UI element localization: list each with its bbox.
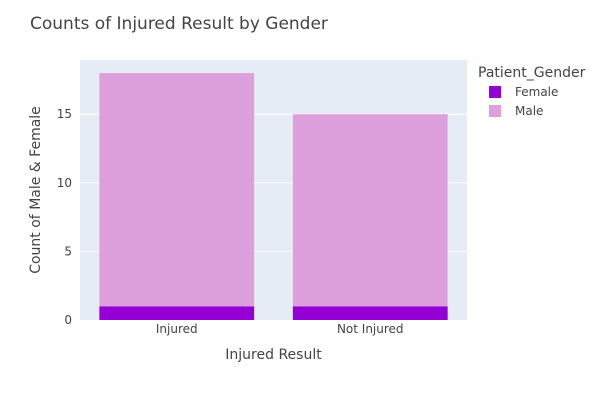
y-tick-label: 15 — [57, 107, 72, 121]
legend-item-female[interactable]: Female — [489, 85, 558, 99]
x-tick-label: Injured — [156, 322, 198, 336]
bar-male-not-injured[interactable] — [292, 114, 448, 307]
y-tick-label: 5 — [64, 244, 72, 258]
legend-label: Male — [515, 104, 543, 118]
y-axis-title: Count of Male & Female — [28, 106, 44, 274]
legend: Patient_Gender Female Male — [478, 65, 586, 118]
bar-female-injured[interactable] — [99, 306, 255, 320]
y-tick-label: 10 — [57, 176, 72, 190]
x-tick-label: Not Injured — [337, 322, 404, 336]
legend-title: Patient_Gender — [478, 65, 586, 81]
legend-items: Female Male — [489, 85, 558, 118]
bar-male-injured[interactable] — [99, 73, 255, 307]
legend-swatch — [489, 86, 501, 98]
chart-title: Counts of Injured Result by Gender — [30, 14, 328, 34]
bar-female-not-injured[interactable] — [292, 306, 448, 320]
x-axis-title: Injured Result — [225, 347, 322, 363]
legend-swatch — [489, 105, 501, 117]
bars — [99, 73, 448, 320]
legend-label: Female — [515, 85, 558, 99]
y-axis-ticks: 0 5 10 15 — [57, 107, 72, 327]
y-tick-label: 0 — [64, 313, 72, 327]
legend-item-male[interactable]: Male — [489, 104, 543, 118]
x-axis-ticks: Injured Not Injured — [156, 322, 404, 336]
